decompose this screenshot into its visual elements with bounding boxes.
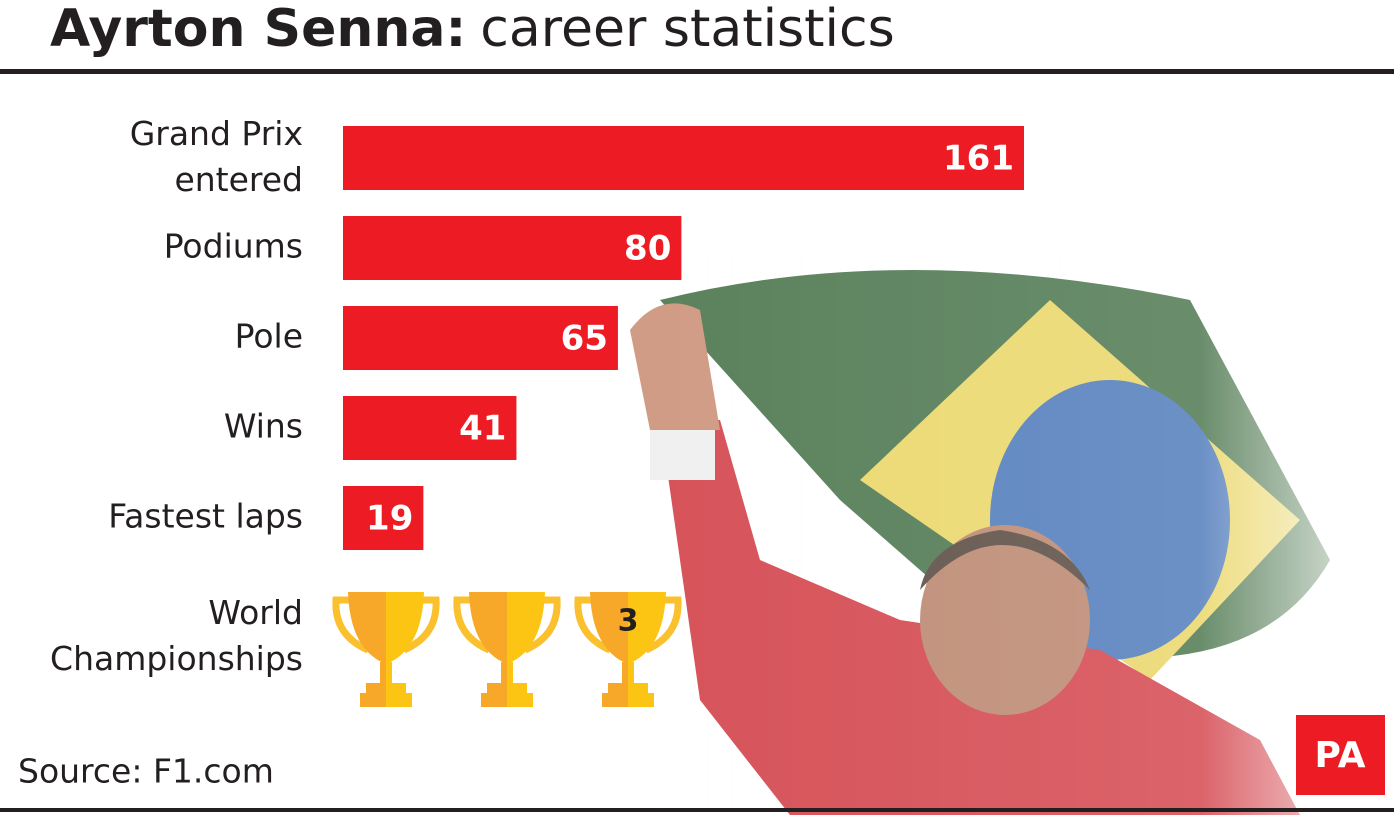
trophy-handles: [453, 596, 561, 654]
trophy: [453, 592, 561, 707]
trophy-stem: [501, 662, 513, 684]
bottom-rule: [0, 808, 1394, 812]
trophy-base: [360, 693, 412, 707]
trophy-stem: [380, 662, 392, 684]
bar: [343, 216, 682, 280]
category-label: Wins: [224, 407, 303, 446]
photo: [600, 240, 1400, 815]
trophy-base: [487, 683, 527, 693]
trophy-handles: [332, 596, 440, 654]
trophy-cup: [590, 592, 666, 664]
value-label: 161: [943, 139, 1014, 179]
category-label: Pole: [235, 317, 303, 356]
bar: [343, 126, 1024, 190]
value-label: 41: [459, 409, 506, 449]
value-label: 3: [618, 604, 639, 639]
trophy: [332, 592, 440, 707]
bar: [343, 486, 424, 550]
trophy-base: [608, 683, 648, 693]
top-rule: [0, 69, 1394, 74]
bar: [343, 306, 618, 370]
trophy-cup: [348, 592, 424, 664]
trophy-cup: [469, 592, 545, 664]
trophy-base: [602, 693, 654, 707]
chart-title: Ayrton Senna:: [50, 0, 466, 59]
category-label: Fastest laps: [108, 497, 303, 536]
trophy: [574, 592, 682, 707]
value-label: 65: [561, 319, 608, 359]
category-label: Grand Prix entered: [130, 114, 303, 199]
value-label: 80: [624, 229, 671, 269]
trophy-stem: [622, 662, 634, 684]
trophy-base: [366, 683, 406, 693]
bar: [343, 396, 517, 460]
category-label: World Championships: [50, 593, 303, 678]
logo: PA: [1315, 735, 1366, 776]
source: Source: F1.com: [18, 752, 274, 791]
logo-box: [1296, 715, 1385, 795]
trophy-handles: [574, 596, 682, 654]
trophy-base: [481, 693, 533, 707]
category-label: Podiums: [164, 227, 303, 266]
chart-subtitle: career statistics: [480, 0, 894, 59]
value-label: 19: [366, 499, 413, 539]
